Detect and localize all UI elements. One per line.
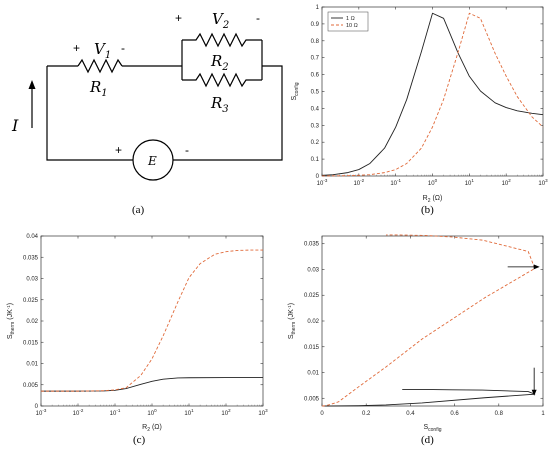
current-arrowhead — [28, 80, 36, 89]
y-tick-label: 0.9 — [311, 22, 320, 28]
y-tick-label: 0.035 — [23, 255, 39, 261]
y-tick-label: 0.1 — [311, 157, 320, 163]
v2-label: V2 — [212, 10, 229, 31]
y-tick-label: 0.035 — [304, 242, 320, 248]
source-minus: - — [185, 143, 189, 157]
x-tick-label: 10-3 — [36, 408, 47, 417]
source-label: E — [147, 154, 157, 168]
resistor-r2 — [182, 32, 262, 48]
caption-b: (b) — [421, 204, 434, 216]
series-line-1 — [321, 12, 544, 176]
y-tick-label: 0.015 — [23, 340, 39, 346]
y-tick-label: 0.7 — [311, 56, 320, 62]
x-tick-label: 1 — [541, 411, 545, 417]
v2-minus: - — [256, 11, 260, 25]
y-tick-label: 0.02 — [307, 319, 319, 325]
y-axis-label: Stherm (JK-1) — [6, 303, 16, 339]
y-axis-label: Stherm (JK-1) — [287, 303, 297, 339]
y-tick-label: 0.5 — [311, 90, 320, 96]
r1-label: R1 — [89, 78, 108, 99]
x-tick-label: 102 — [502, 178, 512, 187]
r3-label: R3 — [210, 94, 229, 115]
x-tick-label: 10-2 — [73, 408, 84, 417]
y-tick-label: 0.8 — [311, 39, 320, 45]
x-axis-label: R2 (Ω) — [423, 195, 443, 204]
x-axis-label: R2 (Ω) — [142, 424, 162, 433]
caption-c: (c) — [133, 434, 146, 446]
x-tick-label: 0.4 — [406, 411, 415, 417]
legend-label-1: 1 Ω — [346, 16, 355, 22]
caption-d: (d) — [421, 434, 434, 446]
y-tick-label: 0.04 — [26, 234, 38, 240]
x-tick-label: 100 — [428, 178, 438, 187]
x-tick-label: 0.8 — [495, 411, 504, 417]
circuit-labels: I E R1 R2 R3 V1 V2 + - + - + - — [11, 10, 260, 168]
series-line-2 — [321, 12, 544, 177]
plot-area — [40, 235, 264, 407]
y-tick-label: 0.6 — [311, 73, 320, 79]
circuit-wire-left — [46, 66, 133, 161]
v1-minus: - — [121, 41, 125, 55]
series-line-1 — [41, 377, 263, 392]
x-tick-label: 0.6 — [450, 411, 459, 417]
y-tick-label: 0.025 — [304, 293, 320, 299]
v2-plus: + — [175, 11, 182, 25]
source-plus: + — [115, 143, 122, 157]
series-line-2 — [41, 249, 263, 392]
x-tick-label: 100 — [147, 408, 157, 417]
resistor-r3 — [182, 72, 262, 88]
x-tick-label: 10-3 — [317, 178, 328, 187]
y-tick-label: 0.2 — [311, 140, 320, 146]
r2-label: R2 — [210, 52, 229, 73]
x-tick-label: 10-1 — [110, 408, 121, 417]
y-tick-label: 0.005 — [304, 396, 320, 402]
circuit-wire-bottom-right — [173, 65, 283, 161]
y-tick-label: 1 — [316, 5, 320, 11]
annotation-arrowhead-2 — [531, 389, 537, 396]
v1-label: V1 — [94, 40, 111, 61]
circuit-diagram — [31, 32, 283, 181]
x-tick-label: 10-2 — [353, 178, 364, 187]
chart-b: 10-3 10-2 10-1 100 101 102 103 0 0.1 0.2 0.3 0.4 0.5… — [291, 5, 548, 204]
chart-d: 0 0.2 0.4 0.6 0.8 1 0.005 0.01 0.015 0.02 0.025 0.0… — [287, 234, 545, 433]
x-axis-label: Sconfig — [423, 424, 441, 433]
x-tick-label: 102 — [221, 408, 231, 417]
x-tick-label: 10-1 — [390, 178, 401, 187]
y-tick-label: 0.005 — [23, 383, 39, 389]
legend-box — [327, 11, 369, 32]
resistor-r1 — [77, 58, 123, 74]
caption-a: (a) — [132, 204, 145, 216]
y-tick-label: 0.03 — [307, 267, 319, 273]
v1-plus: + — [73, 41, 80, 55]
y-tick-label: 0.015 — [304, 345, 320, 351]
chart-c: 10-3 10-2 10-1 100 101 102 103 0 0.005 0.01 0.015 0… — [6, 234, 268, 433]
y-axis-label: Sconfig — [291, 82, 300, 100]
legend-label-2: 10 Ω — [346, 23, 358, 29]
series-line-2 — [322, 234, 536, 407]
y-tick-label: 0.025 — [23, 298, 39, 304]
current-label: I — [11, 116, 19, 135]
y-tick-label: 0 — [35, 404, 39, 410]
series-line-1 — [322, 389, 536, 407]
annotation-arrowhead-1 — [533, 264, 540, 270]
y-tick-label: 0 — [316, 174, 320, 180]
y-tick-label: 0.3 — [311, 123, 320, 129]
y-tick-label: 0.01 — [26, 362, 38, 368]
y-tick-label: 0.03 — [26, 277, 38, 283]
y-tick-label: 0.4 — [311, 106, 320, 112]
voltage-source — [132, 139, 174, 181]
x-tick-label: 101 — [184, 408, 194, 417]
plot-area — [321, 235, 544, 407]
y-tick-label: 0.02 — [26, 319, 38, 325]
x-tick-label: 103 — [258, 408, 268, 417]
x-tick-label: 103 — [538, 178, 548, 187]
plot-area — [321, 6, 544, 177]
y-tick-label: 0.01 — [307, 371, 319, 377]
x-tick-label: 0.2 — [362, 411, 371, 417]
x-tick-label: 0 — [320, 411, 324, 417]
x-tick-label: 101 — [465, 178, 475, 187]
